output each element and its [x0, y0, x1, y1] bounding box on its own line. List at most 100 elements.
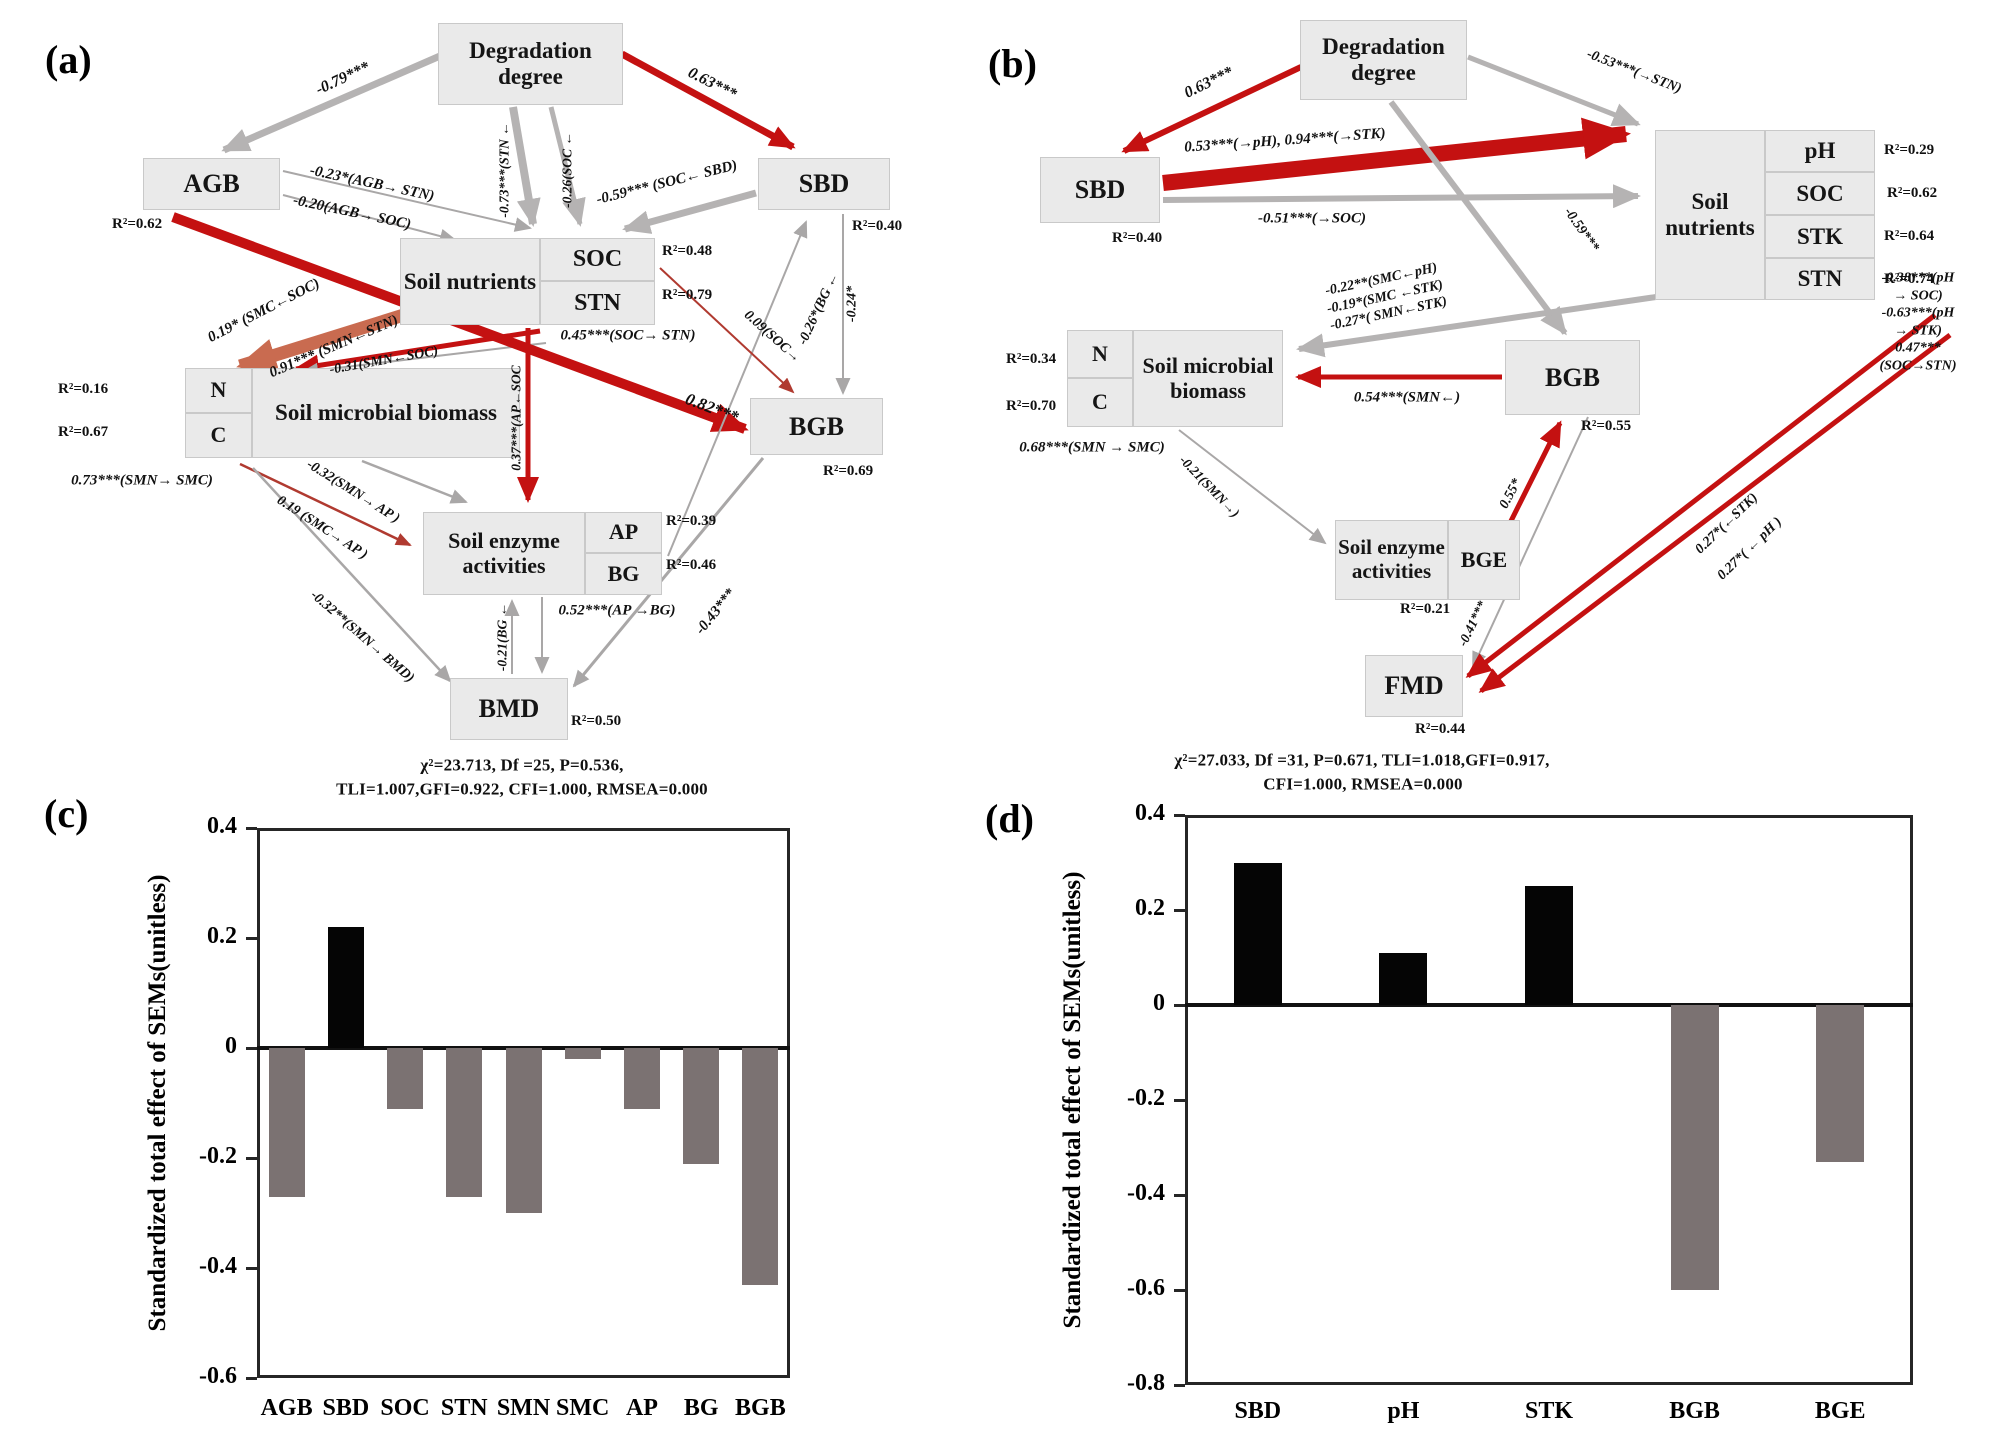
node-b-sbd: SBD [1040, 157, 1160, 223]
chart-c-frame [257, 828, 790, 1378]
r2-a-sbd: R²=0.40 [852, 218, 903, 234]
panel-d-tag: (d) [985, 796, 1034, 841]
r2-a-bgb: R²=0.69 [823, 463, 874, 479]
chart-d-tick-label: -0.8 [1127, 1370, 1165, 1396]
x-label-d-BGB: BGB [1669, 1398, 1720, 1424]
node-b-sn: Soil nutrients [1655, 130, 1765, 300]
bar-c-SBD [327, 927, 364, 1048]
bar-c-AP [623, 1048, 660, 1109]
chart-d-tick [1174, 813, 1185, 817]
edge-label-a-sbd_bgb: -0.24* [844, 285, 860, 323]
edge-label-a-soc_stn: 0.45***(SOC→ STN) [560, 327, 696, 344]
bar-d-BGE [1816, 1005, 1865, 1162]
edge-label-b-bgb_smb: 0.54***(SMN←) [1353, 389, 1461, 406]
node-b-deg: Degradation degree [1300, 20, 1467, 100]
arrow-a-agb-stn [282, 170, 532, 232]
bar-c-BGB [742, 1048, 779, 1285]
arrow-b-sbd-soc [1162, 184, 1641, 209]
arrow-a-bg-sbd [667, 220, 808, 557]
edge-label-b-fit_line2: CFI=1.000, RMSEA=0.000 [1263, 774, 1463, 794]
chart-c-tick-label: 0.4 [207, 813, 237, 839]
bar-c-SOC [387, 1048, 424, 1109]
arrow-a-sbd-soc [622, 189, 757, 234]
x-label-c-SBD: SBD [322, 1395, 370, 1421]
chart-c-y-axis-title: Standardized total effect of SEMs(unitle… [144, 874, 171, 1332]
chart-c-tick [246, 1156, 257, 1160]
chart-d-tick [1174, 908, 1185, 912]
edge-label-b-fit_line1: χ²=27.033, Df =31, P=0.671, TLI=1.018,GF… [1174, 750, 1550, 770]
r2-a-c: R²=0.67 [58, 424, 109, 440]
node-b-bgb: BGB [1505, 340, 1640, 415]
r2-b-stk: R²=0.64 [1884, 228, 1935, 244]
chart-c-tick-label: -0.6 [199, 1363, 237, 1389]
arrow-b-stk-fmd [1465, 313, 1937, 678]
arrow-a-deg-stn [509, 106, 541, 227]
arrow-a-soc-bgb [659, 267, 795, 394]
arrow-b-bgb-fmd [1472, 416, 1589, 669]
arrow-b-sn-smb [1296, 294, 1657, 358]
node-a-sbd: SBD [758, 158, 890, 210]
node-b-ph: pH [1765, 130, 1875, 172]
chart-d-frame [1185, 815, 1913, 1385]
r2-a-agb: R²=0.62 [112, 216, 163, 232]
r2-b-fmd: R²=0.44 [1415, 721, 1466, 737]
arrow-a-deg-sbd [620, 50, 796, 151]
r2-b-n: R²=0.34 [1006, 351, 1057, 367]
chart-d-tick [1174, 1193, 1185, 1197]
r2-a-soc: R²=0.48 [662, 243, 713, 259]
chart-d-y-axis-title: Standardized total effect of SEMs(unitle… [1059, 871, 1086, 1329]
node-a-agb: AGB [143, 158, 280, 210]
r2-a-bmd: R²=0.50 [571, 713, 622, 729]
node-a-sea: Soil enzyme activities [423, 512, 585, 595]
node-b-c: C [1067, 378, 1133, 427]
x-label-c-BGB: BGB [735, 1395, 786, 1421]
arrow-a-smc-ap [239, 462, 412, 547]
chart-d-tick-label: -0.6 [1127, 1275, 1165, 1301]
node-b-n: N [1067, 330, 1133, 378]
chart-d-zero-line [1185, 1003, 1913, 1007]
x-label-c-BG: BG [683, 1395, 719, 1421]
edge-label-a-smn_smc: 0.73***(SMN→ SMC) [71, 472, 213, 489]
edge-label-a-deg_stn: -0.73***(STN ← [496, 122, 512, 218]
r2-b-c: R²=0.70 [1006, 398, 1057, 414]
arrow-b-deg-sbd [1121, 64, 1303, 154]
r2-b-ph: R²=0.29 [1884, 142, 1935, 158]
arrow-b-sbd-ph-stk [1162, 117, 1631, 191]
chart-d-tick [1174, 1003, 1185, 1007]
panel-b-tag: (b) [988, 41, 1037, 86]
bar-c-STN [446, 1048, 483, 1197]
panel-c-tag: (c) [44, 791, 89, 836]
node-a-sn: Soil nutrients [400, 238, 540, 325]
edge-label-a-soc_ap: 0.37***(AP←SOC [508, 365, 524, 471]
edge-label-b-sbd_soc: -0.51***(→SOC) [1258, 210, 1366, 227]
x-label-c-AGB: AGB [260, 1395, 313, 1421]
node-b-soc: SOC [1765, 172, 1875, 215]
node-a-deg: Degradation degree [438, 23, 623, 105]
x-label-c-SMC: SMC [556, 1395, 610, 1421]
arrow-a-soc-smn [301, 342, 547, 378]
arrow-b-ph-fmd [1478, 333, 1952, 693]
edge-label-a-fit_line2: TLI=1.007,GFI=0.922, CFI=1.000, RMSEA=0.… [336, 779, 708, 799]
x-label-c-SOC: SOC [380, 1395, 430, 1421]
edge-label-b-ph_soc_block: -0.38***(pH → SOC) -0.63***(pH → STK) 0.… [1879, 270, 1957, 374]
arrow-a-agb-soc [282, 194, 457, 244]
edge-label-a-ap_bg: 0.52***(AP →BG) [558, 602, 676, 619]
node-b-bge: BGE [1448, 520, 1520, 600]
node-b-fmd: FMD [1365, 655, 1463, 717]
node-a-ap: AP [585, 512, 662, 553]
x-label-c-STN: STN [440, 1395, 488, 1421]
chart-c-tick-label: 0.2 [207, 923, 237, 949]
chart-d-tick-label: 0.4 [1135, 800, 1165, 826]
arrow-b-deg-stn [1467, 54, 1641, 127]
r2-a-ap: R²=0.39 [666, 513, 717, 529]
r2-a-n: R²=0.16 [58, 381, 109, 397]
chart-c-tick [246, 826, 257, 830]
chart-c-tick-label: -0.2 [199, 1143, 237, 1169]
arrow-b-deg-bgb [1388, 100, 1568, 336]
arrow-b-smb-sea [1178, 429, 1327, 545]
edge-label-a-fit_line1: χ²=23.713, Df =25, P=0.536, [420, 755, 624, 775]
bar-c-SMC [564, 1048, 601, 1059]
chart-c-tick [246, 1376, 257, 1380]
r2-a-bg: R²=0.46 [666, 557, 717, 573]
